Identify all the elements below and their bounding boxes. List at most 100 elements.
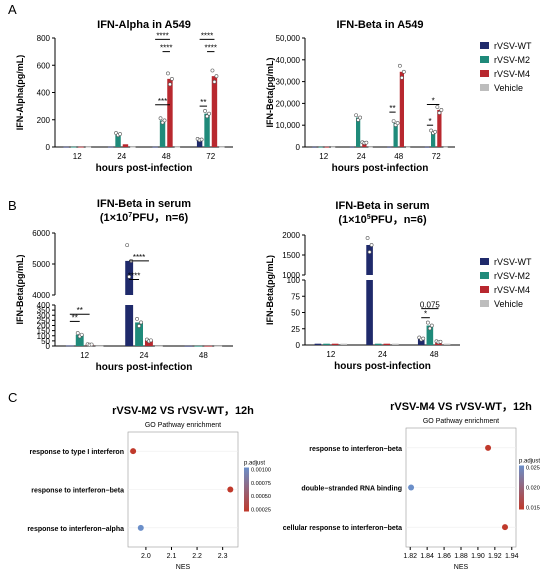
bar-rVSV-M4 bbox=[145, 340, 153, 346]
bar-rVSV-M2 bbox=[431, 131, 436, 147]
x-tick-label: 1.82 bbox=[403, 553, 417, 560]
legend-label: rVSV-M2 bbox=[494, 55, 530, 65]
bar-rVSV-M4 bbox=[204, 345, 213, 347]
significance-label: ** bbox=[200, 98, 206, 107]
data-point bbox=[210, 68, 215, 73]
x-tick-label: 1.84 bbox=[420, 553, 434, 560]
y-axis-label: IFN-Beta(pg/mL) bbox=[15, 255, 25, 325]
data-point bbox=[439, 108, 444, 112]
y-tick-label: 800 bbox=[37, 34, 51, 43]
x-tick-label: 2.3 bbox=[218, 553, 228, 560]
data-point bbox=[162, 118, 167, 123]
data-point bbox=[437, 111, 442, 115]
chart-title: rVSV-M4 VS rVSV-WT，12h bbox=[390, 401, 532, 413]
panel-letter-A: A bbox=[8, 2, 17, 17]
panel-letter-C: C bbox=[8, 390, 17, 405]
data-point bbox=[89, 342, 94, 347]
y-tick-label: 75 bbox=[291, 292, 300, 301]
data-point bbox=[369, 243, 374, 247]
bar-Vehicle bbox=[219, 146, 225, 148]
bar-rVSV-M4 bbox=[331, 343, 339, 345]
x-tick-label: 12 bbox=[319, 152, 328, 161]
data-point bbox=[364, 140, 369, 145]
legend-swatch-Vehicle bbox=[480, 84, 489, 91]
data-point bbox=[212, 79, 217, 84]
bar-rVSV-WT bbox=[107, 146, 114, 148]
y-tick-label: 50 bbox=[291, 309, 300, 318]
enrichment-point bbox=[137, 524, 144, 531]
data-point bbox=[135, 316, 139, 321]
term-label: response to interferon−beta bbox=[31, 488, 124, 495]
y-tick-label: 4000 bbox=[32, 291, 50, 300]
significance-label: * bbox=[424, 310, 427, 319]
y-tick-label: 350 bbox=[37, 306, 51, 315]
data-point bbox=[433, 129, 438, 134]
legend-label: rVSV-M2 bbox=[494, 271, 530, 281]
bar-rVSV-M2 bbox=[70, 146, 77, 148]
significance-label: ** bbox=[72, 313, 78, 322]
data-point bbox=[158, 116, 163, 121]
bar-rVSV-WT-upper bbox=[366, 245, 373, 275]
chart-title: IFN-Beta in A549 bbox=[336, 19, 423, 31]
x-tick-label: 24 bbox=[140, 351, 149, 360]
bar-Vehicle bbox=[443, 343, 451, 345]
legend-label: rVSV-WT bbox=[494, 257, 532, 267]
bar-rVSV-WT bbox=[387, 146, 392, 148]
bar-rVSV-M4 bbox=[383, 343, 391, 345]
y-tick-label: 100 bbox=[287, 276, 301, 285]
legend-swatch-rVSV-M2 bbox=[480, 272, 489, 279]
chart-subtitle: GO Pathway enrichment bbox=[423, 418, 499, 425]
data-point bbox=[170, 76, 174, 81]
bar-rVSV-WT bbox=[366, 280, 373, 345]
term-label: response to type I interferon bbox=[29, 449, 124, 456]
data-point bbox=[137, 324, 141, 328]
bar-rVSV-M2 bbox=[194, 345, 203, 347]
bar-Vehicle bbox=[130, 146, 136, 148]
bar-Vehicle bbox=[340, 343, 348, 345]
bar-rVSV-M4 bbox=[211, 76, 218, 147]
x-tick-label: 1.94 bbox=[505, 553, 519, 560]
bar-Vehicle bbox=[95, 345, 104, 347]
legend-swatch-rVSV-M2 bbox=[480, 56, 489, 63]
data-point bbox=[429, 128, 434, 133]
y-tick-label: 100 bbox=[37, 332, 51, 341]
data-point bbox=[435, 105, 440, 109]
term-label: cellular response to interferon−beta bbox=[283, 525, 402, 532]
chart-title: IFN-Beta in serum bbox=[97, 198, 191, 210]
bar-rVSV-M2 bbox=[318, 146, 323, 148]
bar-rVSV-M2 bbox=[323, 343, 330, 345]
bar-rVSV-M2 bbox=[426, 325, 434, 345]
chart-title: IFN-Alpha in A549 bbox=[97, 19, 191, 31]
p-adjust-tick: 0.015 bbox=[526, 506, 540, 512]
legend-swatch-rVSV-M4 bbox=[480, 286, 489, 293]
bar-rVSV-WT bbox=[312, 146, 317, 148]
y-tick-label: 250 bbox=[37, 316, 51, 325]
significance-label: **** bbox=[156, 31, 168, 40]
bar-rVSV-M2 bbox=[204, 113, 210, 147]
bar-Vehicle bbox=[443, 146, 448, 148]
bar-rVSV-WT bbox=[196, 139, 203, 147]
x-axis-label: NES bbox=[454, 564, 469, 570]
enrichment-point bbox=[408, 484, 415, 491]
chart-subtitle: GO Pathway enrichment bbox=[145, 422, 221, 429]
p-adjust-colorbar bbox=[519, 465, 524, 510]
enrichment-point bbox=[227, 486, 234, 493]
data-point bbox=[207, 111, 211, 116]
x-tick-label: 24 bbox=[378, 350, 387, 359]
data-point bbox=[401, 69, 406, 74]
significance-label: ** bbox=[77, 306, 83, 315]
data-point bbox=[391, 119, 396, 124]
bar-rVSV-WT bbox=[349, 146, 354, 148]
y-axis-label: IFN-Beta(pg/mL) bbox=[265, 255, 275, 325]
x-axis-label: hours post-infection bbox=[332, 163, 429, 174]
y-tick-label: 2000 bbox=[282, 231, 300, 240]
legend-swatch-rVSV-WT bbox=[480, 42, 489, 49]
y-tick-label: 200 bbox=[37, 116, 51, 125]
bar-Vehicle bbox=[154, 345, 163, 347]
chart-title: IFN-Beta in serum bbox=[335, 200, 429, 212]
p-adjust-tick: 0.025 bbox=[526, 466, 540, 472]
data-point bbox=[365, 236, 370, 240]
y-tick-label: 25 bbox=[291, 325, 300, 334]
y-axis-label: IFN-Beta(pg/mL) bbox=[265, 58, 275, 128]
p-adjust-tick: 0.00075 bbox=[251, 481, 271, 487]
